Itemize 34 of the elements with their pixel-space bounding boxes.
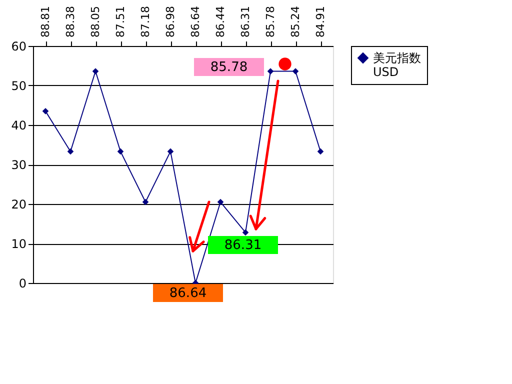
- y-tick-label: 10: [11, 237, 26, 251]
- point: [42, 108, 49, 114]
- point: [167, 148, 174, 155]
- x-tick-label: 84.91: [314, 6, 327, 38]
- legend-label: 美元指数 USD: [373, 51, 421, 79]
- x-tick-label: 88.38: [64, 6, 77, 38]
- text: 86.64: [169, 286, 207, 301]
- point: [217, 198, 224, 206]
- point: [317, 148, 324, 155]
- x-tick-label: 85.78: [264, 6, 277, 38]
- y-tick-label: 50: [11, 79, 26, 93]
- y-tick-label: 20: [11, 198, 26, 212]
- point: [242, 229, 249, 236]
- point: [92, 68, 99, 74]
- x-tick-label: 86.44: [214, 6, 227, 38]
- x-tick-label: 87.18: [139, 6, 152, 38]
- annotation: 85.78: [210, 60, 248, 75]
- x-tick-label: 86.98: [164, 6, 177, 38]
- y-tick-label: 30: [11, 158, 26, 172]
- annotation: 86.31: [224, 238, 262, 253]
- point: [142, 198, 149, 206]
- point: [67, 148, 74, 155]
- point: [267, 68, 274, 74]
- x-tick-label: 85.24: [289, 6, 302, 38]
- y-tick-label: 0: [18, 276, 26, 290]
- y-tick-label: 60: [11, 40, 26, 54]
- x-tick-label: 86.64: [189, 6, 202, 38]
- x-tick-label: 88.05: [89, 6, 102, 38]
- x-tick-label: 88.81: [39, 6, 52, 38]
- x-tick-label: 86.31: [239, 6, 252, 38]
- x-tick-label: 87.51: [114, 6, 127, 38]
- point: [292, 68, 299, 74]
- point: [117, 148, 124, 155]
- y-tick-label: 40: [11, 118, 26, 132]
